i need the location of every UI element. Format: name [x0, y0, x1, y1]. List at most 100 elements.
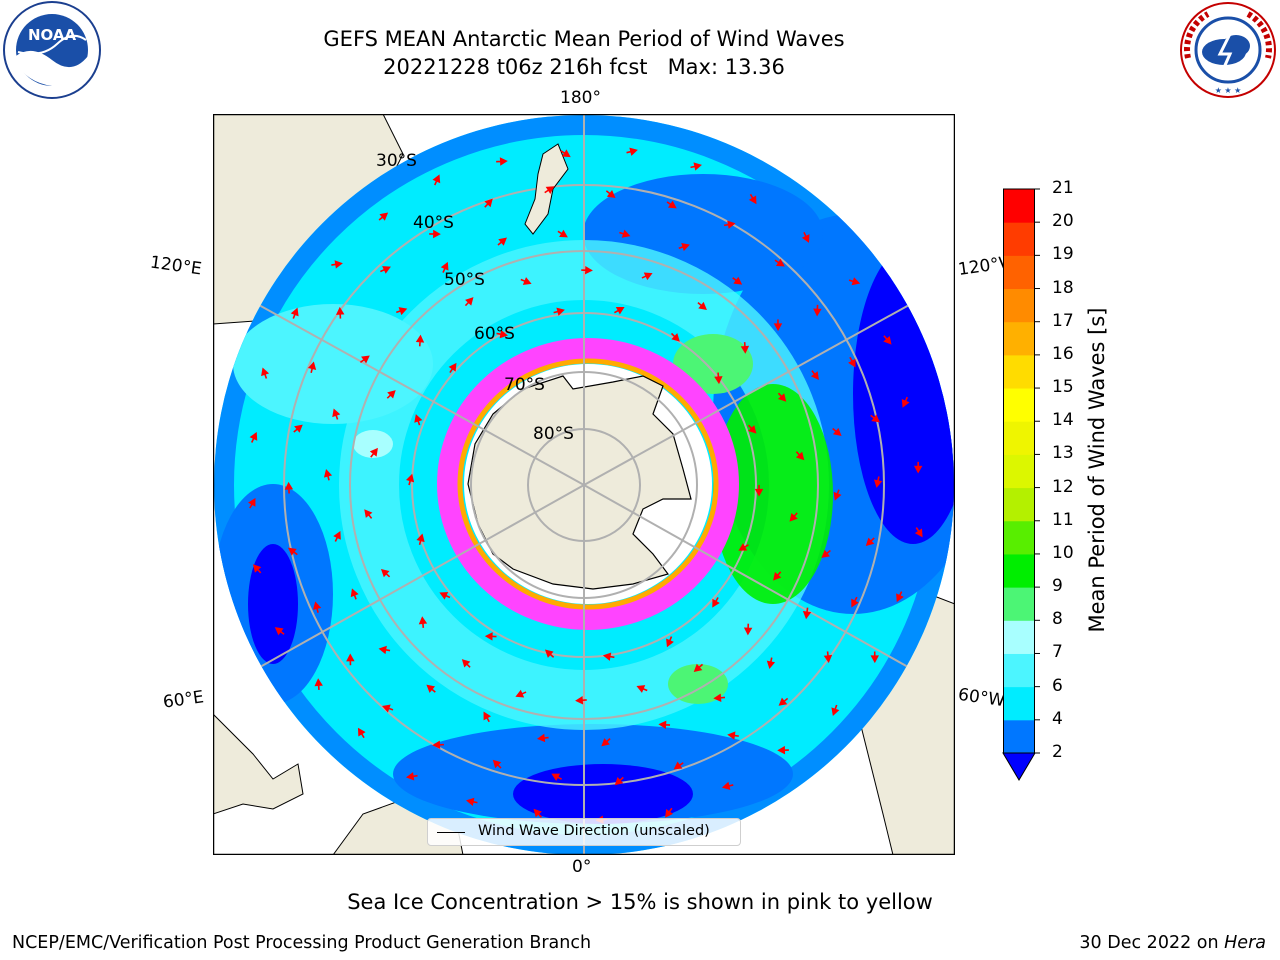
wind-arrow — [913, 461, 923, 474]
lat-label-40s: 40°S — [413, 213, 454, 233]
wind-arrow — [380, 266, 391, 274]
wind-arrow — [777, 392, 787, 402]
wind-arrow — [777, 745, 789, 755]
wind-arrow — [914, 527, 923, 538]
wind-arrow — [732, 276, 743, 285]
colorbar-band — [1003, 454, 1035, 489]
wind-arrow — [418, 616, 428, 628]
wind-arrow — [670, 332, 680, 342]
wind-arrow — [249, 431, 258, 443]
wind-arrow — [747, 424, 757, 434]
wind-arrow — [848, 277, 861, 286]
wind-arrow — [557, 229, 568, 238]
wind-arrow — [873, 476, 883, 488]
wind-arrow — [665, 807, 674, 818]
lon-label-180: 180° — [560, 88, 601, 108]
wind-arrow — [290, 307, 299, 319]
colorbar-tick-label: 9 — [1052, 576, 1063, 597]
wind-arrow — [378, 645, 391, 655]
wind-arrow — [605, 189, 616, 199]
colorbar-tick-label: 6 — [1052, 675, 1063, 696]
colorbar — [1002, 188, 1040, 781]
wind-arrow — [712, 597, 720, 608]
wind-arrow — [553, 307, 565, 316]
wind-arrow — [405, 772, 418, 781]
lon-label-60w: 60°W — [956, 684, 1007, 712]
lon-label-60e: 60°E — [161, 687, 206, 713]
wind-arrow — [483, 711, 491, 723]
wind-arrow — [832, 427, 842, 437]
wind-arrow — [497, 237, 507, 246]
wind-arrow — [693, 663, 704, 672]
wind-arrow — [833, 489, 842, 501]
wind-arrow — [416, 533, 425, 546]
sea-ice-caption: Sea Ice Concentration > 15% is shown in … — [347, 890, 933, 914]
wind-arrow — [614, 307, 625, 315]
wind-arrow — [723, 220, 736, 229]
colorbar-tick-label: 12 — [1052, 476, 1074, 497]
wind-arrow — [614, 776, 624, 786]
colorbar-tick-label: 21 — [1052, 178, 1074, 198]
colorbar-tick-label: 17 — [1052, 310, 1074, 331]
wind-arrow — [248, 497, 256, 509]
wind-arrow — [426, 684, 436, 693]
polar-map — [213, 114, 955, 855]
colorbar-tick-label: 13 — [1052, 443, 1074, 464]
wind-arrow — [754, 485, 764, 497]
colorbar-tick-label: 10 — [1052, 542, 1074, 563]
colorbar-band — [1003, 587, 1035, 621]
wind-arrow — [727, 731, 739, 740]
wind-arrow — [544, 649, 555, 658]
footer-machine: Hera — [1224, 933, 1266, 953]
wind-arrow — [831, 704, 840, 717]
wind-arrow — [364, 509, 373, 519]
wind-arrow — [461, 659, 471, 668]
wind-arrow — [714, 372, 723, 385]
wind-arrow — [581, 265, 593, 275]
wind-arrow — [810, 370, 819, 380]
colorbar-tick-label: 8 — [1052, 609, 1063, 630]
map-legend: Wind Wave Direction (unscaled) — [427, 818, 741, 846]
wind-arrow — [359, 355, 370, 364]
wind-arrow — [851, 596, 859, 608]
chart-title: GEFS MEAN Antarctic Mean Period of Wind … — [323, 27, 845, 51]
lat-label-80s: 80°S — [533, 424, 574, 444]
colorbar-band — [1003, 189, 1035, 223]
wind-arrow — [740, 342, 750, 354]
wind-arrow — [323, 469, 333, 481]
wind-arrow — [870, 651, 879, 664]
wind-arrow — [666, 200, 677, 209]
colorbar-band — [1003, 487, 1035, 522]
wind-arrow — [432, 740, 444, 750]
wind-arrow — [346, 653, 355, 666]
wind-arrow — [313, 601, 322, 613]
wind-arrow — [658, 720, 671, 730]
colorbar-band — [1003, 653, 1035, 688]
wind-arrow — [466, 797, 478, 807]
wind-arrow — [602, 652, 615, 661]
wind-arrow — [439, 591, 451, 600]
wind-arrow — [448, 362, 457, 373]
wind-arrow — [666, 636, 674, 648]
wind-arrow — [544, 186, 555, 194]
wind-arrow — [307, 361, 317, 374]
wind-arrow — [492, 759, 502, 769]
wind-arrow — [287, 547, 298, 556]
legend-label: Wind Wave Direction (unscaled) — [478, 823, 710, 839]
wind-arrow — [883, 335, 892, 345]
footer-credit: NCEP/EMC/Verification Post Processing Pr… — [12, 933, 592, 953]
wind-arrow — [537, 733, 549, 743]
wind-arrow — [464, 297, 474, 307]
wind-arrow — [896, 591, 904, 603]
legend-line-icon — [437, 832, 465, 833]
wind-arrow — [713, 693, 726, 702]
colorbar-tick-label: 18 — [1052, 277, 1074, 298]
wind-arrow — [274, 627, 285, 636]
wind-arrow — [743, 623, 753, 636]
colorbar-tick-label: 14 — [1052, 410, 1074, 431]
wind-arrow — [332, 408, 341, 420]
colorbar-band — [1003, 686, 1035, 721]
wind-arrow — [690, 162, 702, 171]
colorbar-band — [1003, 620, 1035, 654]
wind-arrow — [395, 307, 408, 316]
